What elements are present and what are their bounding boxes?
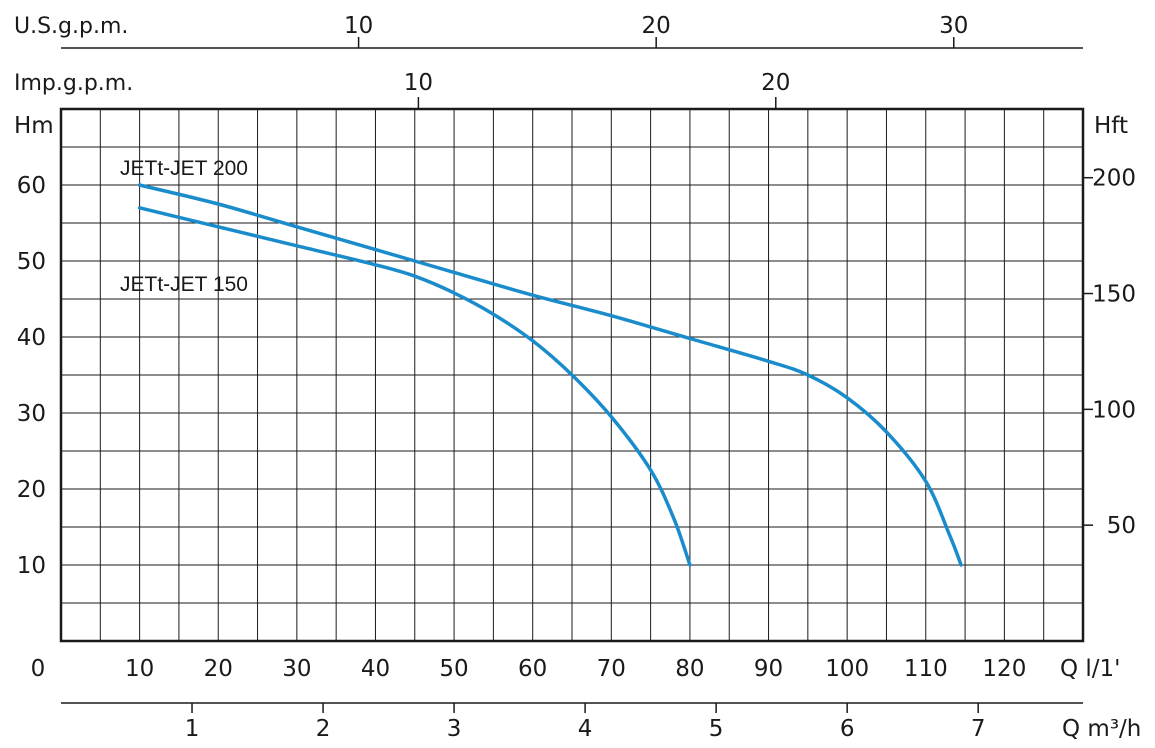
impgpm-tick-label: 10 xyxy=(404,70,433,96)
m3h-tick-label: 7 xyxy=(971,716,986,742)
x-tick-label: 110 xyxy=(904,656,948,682)
y-left-tick-label: 40 xyxy=(17,325,46,351)
y-left-ticks: 10 20 30 40 50 60 xyxy=(17,173,46,579)
usgpm-tick-label: 10 xyxy=(344,13,373,39)
y-right-tick-label: 200 xyxy=(1092,166,1136,192)
y-left-tick-label: 50 xyxy=(17,249,46,275)
impgpm-ticks: 10 20 xyxy=(404,70,790,109)
series-line-jet200 xyxy=(137,183,963,567)
x-axis-label: Q l/1' xyxy=(1060,656,1121,682)
m3h-tick-label: 1 xyxy=(185,716,200,742)
series-line-jet150 xyxy=(137,206,692,567)
series-group xyxy=(137,183,963,567)
x-tick-label: 10 xyxy=(125,656,154,682)
usgpm-ticks: 10 20 30 xyxy=(344,13,968,48)
x-tick-label: 50 xyxy=(439,656,468,682)
x-tick-label: 90 xyxy=(754,656,783,682)
x-tick-label: 70 xyxy=(597,656,626,682)
y-left-tick-label: 10 xyxy=(17,553,46,579)
impgpm-axis-label: Imp.g.p.m. xyxy=(14,71,133,96)
usgpm-tick-label: 30 xyxy=(939,13,968,39)
x-tick-label: 30 xyxy=(282,656,311,682)
m3h-tick-label: 4 xyxy=(578,716,593,742)
x-tick-label: 80 xyxy=(675,656,704,682)
y-right-tick-label: 50 xyxy=(1107,513,1136,539)
y-right-tick-label: 150 xyxy=(1092,282,1136,308)
usgpm-tick-label: 20 xyxy=(642,13,671,39)
y-axis-left-label: Hm xyxy=(14,113,54,139)
y-right-tick-label: 100 xyxy=(1092,397,1136,423)
plot-frame xyxy=(59,107,1085,643)
x-tick-label: 0 xyxy=(31,656,46,682)
y-left-tick-label: 20 xyxy=(17,477,46,503)
m3h-tick-label: 5 xyxy=(709,716,724,742)
series-label-jet150: JETt-JET 150 xyxy=(120,273,248,296)
y-left-tick-label: 60 xyxy=(17,173,46,199)
x-tick-label: 40 xyxy=(361,656,390,682)
m3h-tick-label: 3 xyxy=(447,716,462,742)
x-tick-label: 60 xyxy=(518,656,547,682)
m3h-tick-label: 6 xyxy=(840,716,855,742)
m3h-ticks: 1 2 3 4 5 6 7 xyxy=(185,703,986,742)
y-axis-right-label: Hft xyxy=(1094,113,1128,139)
x-tick-label: 120 xyxy=(982,656,1026,682)
impgpm-tick-label: 20 xyxy=(761,70,790,96)
y-right-ticks: 50 100 150 200 xyxy=(1083,166,1136,539)
x-tick-label: 100 xyxy=(825,656,869,682)
series-label-jet200: JETt-JET 200 xyxy=(120,157,248,180)
m3h-tick-label: 2 xyxy=(316,716,331,742)
y-left-tick-label: 30 xyxy=(17,401,46,427)
x-ticks: 0 10 20 30 40 50 60 70 80 90 100 110 120 xyxy=(31,656,1027,682)
x-tick-label: 20 xyxy=(204,656,233,682)
usgpm-axis-label: U.S.g.p.m. xyxy=(14,14,128,39)
m3h-axis-label: Q m³/h xyxy=(1062,716,1141,742)
